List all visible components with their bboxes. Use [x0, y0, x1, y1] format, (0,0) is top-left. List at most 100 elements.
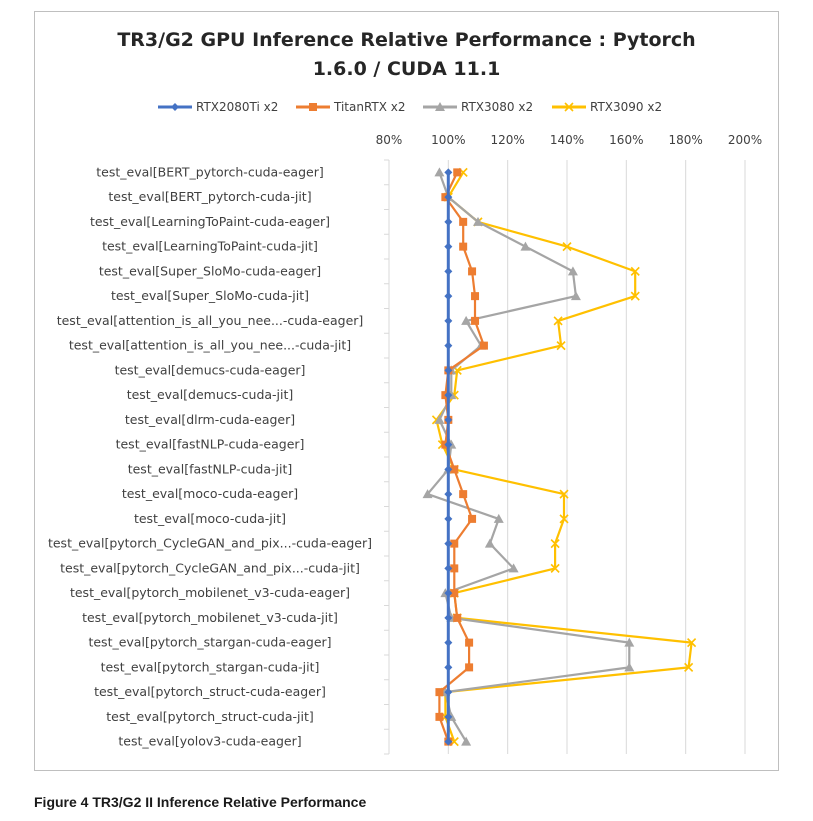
- data-point: [444, 465, 453, 474]
- x-tick-label: 140%: [550, 133, 584, 147]
- data-point: [444, 539, 453, 548]
- series-line: [435, 171, 693, 742]
- chart-title-line-2: 1.6.0 / CUDA 11.1: [312, 58, 501, 80]
- legend-swatch-marker: [564, 102, 574, 112]
- data-point: [444, 589, 453, 598]
- y-category-label: test_eval[pytorch_stargan-cuda-jit]: [101, 659, 320, 674]
- data-point: [444, 193, 453, 202]
- y-category-label: test_eval[BERT_pytorch-cuda-jit]: [108, 189, 311, 204]
- legend-label: RTX3090 x2: [590, 100, 662, 114]
- data-point: [559, 514, 569, 524]
- figure-caption: Figure 4 TR3/G2 II Inference Relative Pe…: [34, 794, 367, 810]
- y-category-label: test_eval[pytorch_stargan-cuda-eager]: [88, 635, 331, 650]
- series-rtx2080ti-x2: [444, 168, 453, 746]
- data-point: [453, 613, 462, 622]
- data-point: [468, 267, 477, 276]
- x-tick-label: 200%: [728, 133, 762, 147]
- data-point: [459, 242, 468, 251]
- data-point: [444, 242, 453, 251]
- series-titanrtx-x2: [435, 168, 488, 746]
- data-point: [450, 539, 459, 548]
- y-category-label: test_eval[attention_is_all_you_nee...-cu…: [57, 313, 364, 328]
- data-point: [444, 217, 453, 226]
- data-point: [468, 514, 477, 523]
- y-category-label: test_eval[pytorch_CycleGAN_and_pix...-cu…: [48, 536, 372, 551]
- data-point: [630, 266, 640, 276]
- y-category-label: test_eval[pytorch_mobilenet_v3-cuda-jit]: [82, 610, 338, 625]
- data-point: [444, 663, 453, 672]
- y-category-label: test_eval[pytorch_struct-cuda-eager]: [94, 684, 326, 699]
- data-point: [444, 292, 453, 301]
- data-point: [444, 688, 453, 697]
- data-point: [550, 539, 560, 549]
- legend-label: RTX3080 x2: [461, 100, 533, 114]
- data-point: [444, 341, 453, 350]
- data-point: [493, 513, 504, 523]
- legend-item: RTX3080 x2: [423, 100, 533, 114]
- y-category-label: test_eval[dlrm-cuda-eager]: [125, 412, 295, 427]
- data-point: [435, 712, 444, 721]
- data-point: [461, 736, 472, 746]
- data-point: [624, 637, 635, 647]
- y-category-label: test_eval[pytorch_CycleGAN_and_pix...-cu…: [60, 560, 360, 575]
- y-category-label: test_eval[Super_SloMo-cuda-jit]: [111, 288, 309, 303]
- data-point: [508, 563, 519, 573]
- x-axis-ticks: 80% 100% 120% 140% 160% 180% 200%: [376, 133, 762, 147]
- data-point: [444, 712, 453, 721]
- y-category-label: test_eval[fastNLP-cuda-jit]: [128, 461, 293, 476]
- data-point: [444, 316, 453, 325]
- data-point: [624, 662, 635, 672]
- data-point: [444, 267, 453, 276]
- data-point: [520, 241, 531, 251]
- data-point: [570, 291, 581, 301]
- data-point: [435, 688, 444, 697]
- legend-label: RTX2080Ti x2: [196, 100, 278, 114]
- data-point: [450, 564, 459, 573]
- data-point: [444, 366, 453, 375]
- x-tick-label: 80%: [376, 133, 403, 147]
- data-point: [434, 414, 445, 424]
- y-category-label: test_eval[LearningToPaint-cuda-jit]: [102, 239, 318, 254]
- chart-title-line-1: TR3/G2 GPU Inference Relative Performanc…: [117, 29, 696, 51]
- y-category-label: test_eval[Super_SloMo-cuda-eager]: [99, 263, 321, 278]
- y-category-label: test_eval[demucs-cuda-jit]: [127, 387, 294, 402]
- data-point: [684, 662, 694, 672]
- series-line: [438, 171, 485, 742]
- data-point: [444, 440, 453, 449]
- legend-swatch-marker: [309, 103, 317, 111]
- chart-frame: [34, 11, 779, 771]
- data-point: [461, 315, 472, 325]
- series-rtx3080-x2: [422, 167, 635, 746]
- data-point: [630, 291, 640, 301]
- y-axis: test_eval[BERT_pytorch-cuda-eager] test_e…: [48, 159, 390, 755]
- data-point: [553, 316, 563, 326]
- y-category-label: test_eval[attention_is_all_you_nee...-cu…: [69, 338, 351, 353]
- y-category-label: test_eval[demucs-cuda-eager]: [115, 362, 306, 377]
- data-point: [459, 217, 468, 226]
- data-point: [444, 391, 453, 400]
- data-point: [473, 216, 483, 226]
- y-category-label: test_eval[fastNLP-cuda-eager]: [116, 437, 305, 452]
- data-point: [444, 514, 453, 523]
- series-layer: [422, 167, 697, 747]
- data-point: [459, 490, 468, 499]
- data-point: [453, 168, 462, 177]
- data-point: [434, 167, 445, 177]
- chart-legend: RTX2080Ti x2 TitanRTX x2 RTX3080 x2 RTX3090…: [158, 100, 662, 114]
- legend-item: RTX3090 x2: [552, 100, 662, 114]
- x-tick-label: 160%: [609, 133, 643, 147]
- data-point: [444, 415, 453, 424]
- data-point: [687, 638, 697, 648]
- legend-label: TitanRTX x2: [333, 100, 406, 114]
- data-point: [567, 266, 578, 276]
- data-point: [450, 465, 459, 474]
- legend-swatch-marker: [435, 102, 445, 111]
- y-category-label: test_eval[yolov3-cuda-eager]: [118, 734, 301, 749]
- y-category-label: test_eval[moco-cuda-eager]: [122, 486, 298, 501]
- data-point: [444, 168, 453, 177]
- data-point: [444, 490, 453, 499]
- gridlines: [447, 160, 746, 754]
- data-point: [465, 638, 474, 647]
- data-point: [556, 341, 566, 351]
- data-point: [450, 589, 459, 598]
